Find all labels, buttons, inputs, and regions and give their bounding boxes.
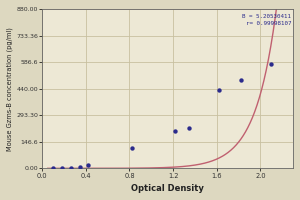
Point [269, 63, 274, 66]
Point [51, 167, 56, 170]
Text: B = 5.20530411
r= 0.99998107: B = 5.20530411 r= 0.99998107 [242, 14, 291, 26]
Point [78, 165, 83, 168]
Point [59, 166, 64, 170]
Point [173, 130, 178, 133]
Y-axis label: Mouse Gzms-B concentration (pg/ml): Mouse Gzms-B concentration (pg/ml) [7, 27, 14, 151]
Point [238, 78, 243, 81]
Point [86, 164, 91, 167]
Point [217, 89, 221, 92]
Point [68, 166, 73, 169]
X-axis label: Optical Density: Optical Density [131, 184, 204, 193]
Point [187, 127, 192, 130]
Point [129, 146, 134, 149]
